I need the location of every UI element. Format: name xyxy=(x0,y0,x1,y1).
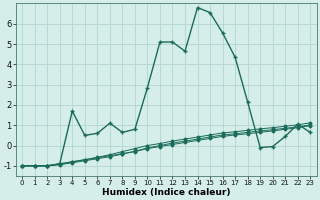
X-axis label: Humidex (Indice chaleur): Humidex (Indice chaleur) xyxy=(102,188,230,197)
